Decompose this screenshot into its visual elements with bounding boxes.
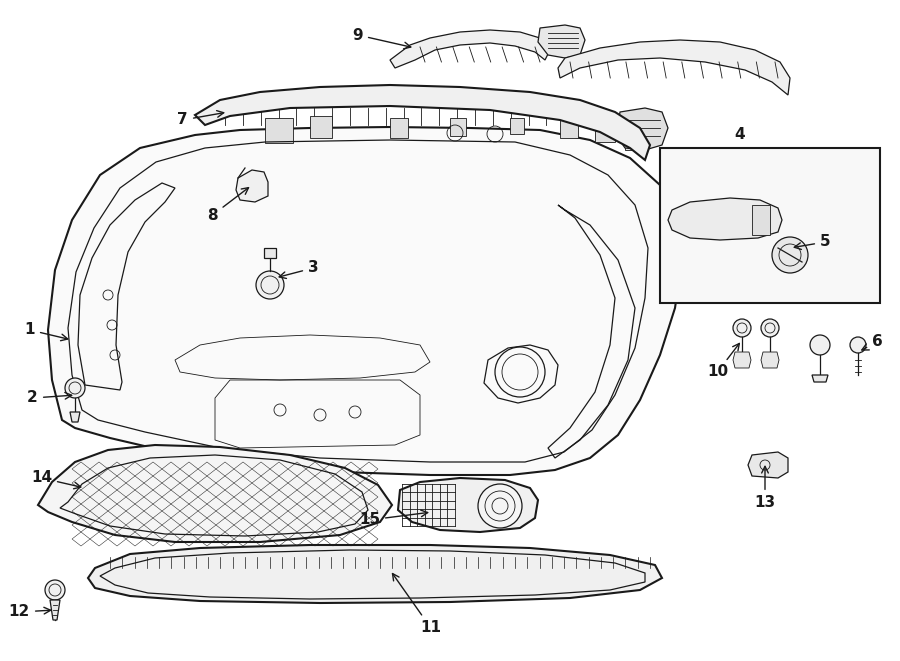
Circle shape xyxy=(65,378,85,398)
Polygon shape xyxy=(398,478,538,532)
Text: 5: 5 xyxy=(795,235,831,249)
Polygon shape xyxy=(668,198,782,240)
Polygon shape xyxy=(752,205,770,235)
Polygon shape xyxy=(390,30,550,68)
Text: 12: 12 xyxy=(9,605,50,619)
Polygon shape xyxy=(761,352,779,368)
Text: 11: 11 xyxy=(392,574,441,635)
FancyBboxPatch shape xyxy=(660,148,880,303)
Circle shape xyxy=(45,580,65,600)
Polygon shape xyxy=(310,116,332,138)
Text: 7: 7 xyxy=(177,110,224,128)
Circle shape xyxy=(761,319,779,337)
Text: 15: 15 xyxy=(359,510,428,527)
Polygon shape xyxy=(265,118,293,143)
Polygon shape xyxy=(195,85,650,160)
Polygon shape xyxy=(595,122,615,142)
Polygon shape xyxy=(733,352,751,368)
Text: 13: 13 xyxy=(754,466,776,510)
Text: 9: 9 xyxy=(353,28,410,49)
Circle shape xyxy=(772,237,808,273)
Polygon shape xyxy=(88,545,662,603)
Circle shape xyxy=(810,335,830,355)
Text: 8: 8 xyxy=(207,188,248,223)
Polygon shape xyxy=(48,127,682,475)
Circle shape xyxy=(256,271,284,299)
Polygon shape xyxy=(264,248,276,258)
Text: 4: 4 xyxy=(734,127,745,142)
Circle shape xyxy=(733,319,751,337)
Circle shape xyxy=(850,337,866,353)
Text: 1: 1 xyxy=(24,323,68,340)
Text: 6: 6 xyxy=(862,334,883,350)
Polygon shape xyxy=(236,170,268,202)
Polygon shape xyxy=(70,412,80,422)
Polygon shape xyxy=(560,120,578,138)
Polygon shape xyxy=(812,375,828,382)
Circle shape xyxy=(478,484,522,528)
Polygon shape xyxy=(538,25,585,58)
Text: 14: 14 xyxy=(31,471,81,488)
Polygon shape xyxy=(616,108,668,150)
Text: 3: 3 xyxy=(279,260,319,278)
Polygon shape xyxy=(510,118,524,134)
Polygon shape xyxy=(558,40,790,95)
Polygon shape xyxy=(748,452,788,478)
Polygon shape xyxy=(50,600,60,620)
Polygon shape xyxy=(450,118,466,136)
Text: 2: 2 xyxy=(27,391,72,405)
Polygon shape xyxy=(625,128,647,150)
Text: 10: 10 xyxy=(706,344,740,379)
Polygon shape xyxy=(390,118,408,138)
Polygon shape xyxy=(38,445,392,542)
